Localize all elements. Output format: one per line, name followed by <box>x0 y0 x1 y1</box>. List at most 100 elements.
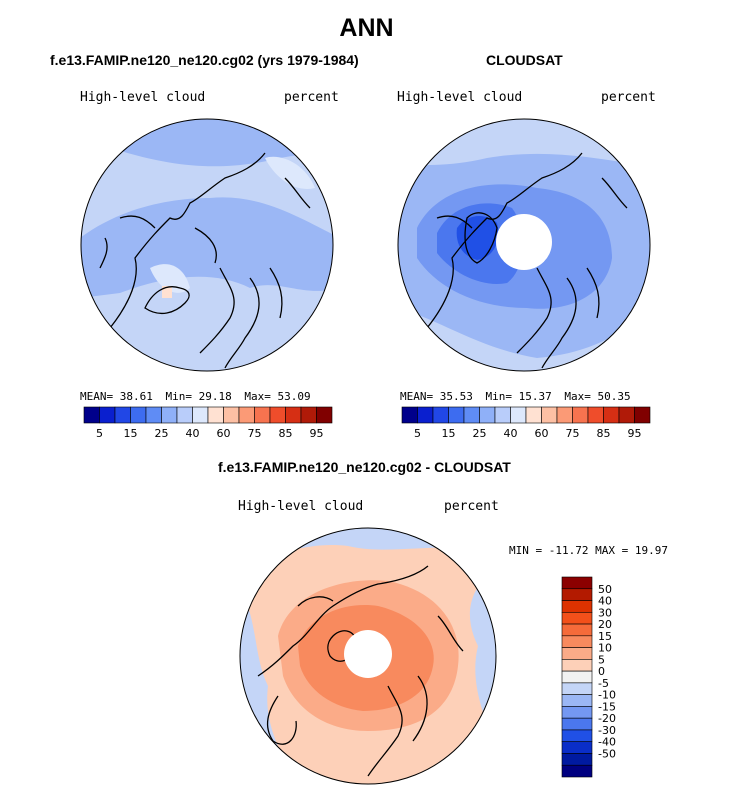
main-title: ANN <box>339 14 394 42</box>
colorbar-tick-label: -10 <box>598 689 616 702</box>
colorbar-tick-label: 75 <box>566 427 580 440</box>
map1-mid-region <box>81 197 333 298</box>
panel-2-max-label: Max= <box>564 390 591 403</box>
panel-1-mean-label: MEAN= <box>80 390 114 403</box>
colorbar-tick-label: -30 <box>598 724 616 737</box>
colorbar-swatch <box>99 406 116 424</box>
map3-missing-data-pole <box>344 630 392 678</box>
panel-1-max-label: Max= <box>244 390 271 403</box>
map2-coastlines <box>426 152 628 369</box>
panel-1-map <box>80 118 334 372</box>
colorbar-tick-label: -50 <box>598 747 616 760</box>
colorbar-tick-label: -20 <box>598 712 616 725</box>
colorbar-tick-label: 60 <box>217 427 231 440</box>
panel-2-colorbar: 5 15 25 40 60 75 85 95 <box>401 406 651 440</box>
colorbar-swatch <box>417 406 434 424</box>
colorbar-swatch <box>525 406 542 424</box>
map1-light-patch <box>150 264 190 293</box>
colorbar-tick-label: 15 <box>598 630 612 643</box>
panel-3-units: percent <box>444 499 499 514</box>
colorbar-tick-label: 0 <box>598 665 605 678</box>
colorbar-swatch <box>316 406 333 424</box>
colorbar-swatch <box>561 588 593 601</box>
colorbar-swatch <box>587 406 604 424</box>
colorbar-tick-label: 40 <box>598 595 612 608</box>
panel-1-variable: High-level cloud <box>80 90 206 105</box>
colorbar-swatch <box>130 406 147 424</box>
map1-warm-spot <box>162 286 172 298</box>
colorbar-tick-label: 85 <box>279 427 293 440</box>
colorbar-tick-label: 10 <box>598 642 612 655</box>
colorbar-swatch <box>254 406 271 424</box>
colorbar-swatch <box>561 694 593 707</box>
panel-1-min-value: 29.18 <box>198 390 232 403</box>
colorbar-swatch <box>561 670 593 684</box>
colorbar-swatch <box>300 406 317 424</box>
colorbar-swatch <box>561 717 593 731</box>
colorbar-swatch <box>561 611 593 625</box>
colorbar-tick-label: 25 <box>155 427 169 440</box>
colorbar-swatch <box>603 406 620 424</box>
panel-2-stats: MEAN= 35.53 Min= 15.37 Max= 50.35 <box>400 390 631 403</box>
colorbar-tick-label: 95 <box>310 427 324 440</box>
map1-coastlines <box>99 152 311 369</box>
colorbar-tick-label: 25 <box>473 427 487 440</box>
colorbar-swatch <box>561 623 593 637</box>
colorbar-swatch <box>561 706 593 719</box>
colorbar-tick-label: 60 <box>535 427 549 440</box>
panel-1-title: f.e13.FAMIP.ne120_ne120.cg02 (yrs 1979-1… <box>50 52 359 68</box>
colorbar-swatch <box>494 406 511 424</box>
colorbar-swatch <box>561 635 593 648</box>
colorbar-swatch <box>448 406 465 424</box>
colorbar-tick-label: 30 <box>598 606 612 619</box>
colorbar-swatch <box>561 682 593 695</box>
colorbar-swatch <box>463 406 480 424</box>
colorbar-swatch <box>161 406 178 424</box>
panel-2-units: percent <box>601 90 656 105</box>
panel-2-min-value: 15.37 <box>518 390 552 403</box>
panel-1-max-value: 53.09 <box>277 390 311 403</box>
colorbar-tick-label: -5 <box>598 677 609 690</box>
colorbar-swatch <box>618 406 635 424</box>
panel-2-title: CLOUDSAT <box>486 52 563 68</box>
colorbar-swatch <box>238 406 255 424</box>
colorbar-tick-label: -15 <box>598 700 616 713</box>
panel-1-stats: MEAN= 38.61 Min= 29.18 Max= 53.09 <box>80 390 311 403</box>
panel-1-min-label: Min= <box>165 390 193 403</box>
panel-1-units: percent <box>284 90 339 105</box>
colorbar-swatch <box>83 406 100 424</box>
colorbar-swatch <box>561 600 593 613</box>
panel-2-mean-value: 35.53 <box>439 390 473 403</box>
colorbar-tick-label: 75 <box>248 427 262 440</box>
colorbar-swatch <box>561 576 593 590</box>
colorbar-swatch <box>510 406 527 424</box>
panel-2-min-label: Min= <box>485 390 513 403</box>
colorbar-swatch <box>561 741 593 754</box>
panel-2-mean-label: MEAN= <box>400 390 434 403</box>
map1-light-patch-2 <box>265 156 315 189</box>
colorbar-tick-label: 50 <box>598 583 612 596</box>
colorbar-swatch <box>145 406 162 424</box>
colorbar-tick-label: 15 <box>124 427 138 440</box>
panel-2-max-value: 50.35 <box>597 390 631 403</box>
colorbar-swatch <box>561 659 593 672</box>
colorbar-swatch <box>192 406 209 424</box>
panel-1-colorbar: 5 15 25 40 60 75 85 95 <box>83 406 333 440</box>
colorbar-swatch <box>634 406 651 424</box>
colorbar-tick-label: 5 <box>598 653 605 666</box>
panel-3-title: f.e13.FAMIP.ne120_ne120.cg02 - CLOUDSAT <box>218 459 511 475</box>
colorbar-swatch <box>572 406 589 424</box>
panel-3-minmax: MIN = -11.72 MAX = 19.97 <box>509 544 668 557</box>
colorbar-swatch <box>556 406 573 424</box>
colorbar-tick-label: 40 <box>186 427 200 440</box>
colorbar-tick-label: 5 <box>414 427 421 440</box>
colorbar-swatch <box>561 729 593 743</box>
colorbar-tick-label: -40 <box>598 736 616 749</box>
colorbar-swatch <box>432 406 449 424</box>
colorbar-tick-label: 5 <box>96 427 103 440</box>
colorbar-swatch <box>285 406 302 424</box>
panel-2-map <box>397 118 651 372</box>
colorbar-swatch <box>176 406 193 424</box>
colorbar-tick-label: 15 <box>442 427 456 440</box>
